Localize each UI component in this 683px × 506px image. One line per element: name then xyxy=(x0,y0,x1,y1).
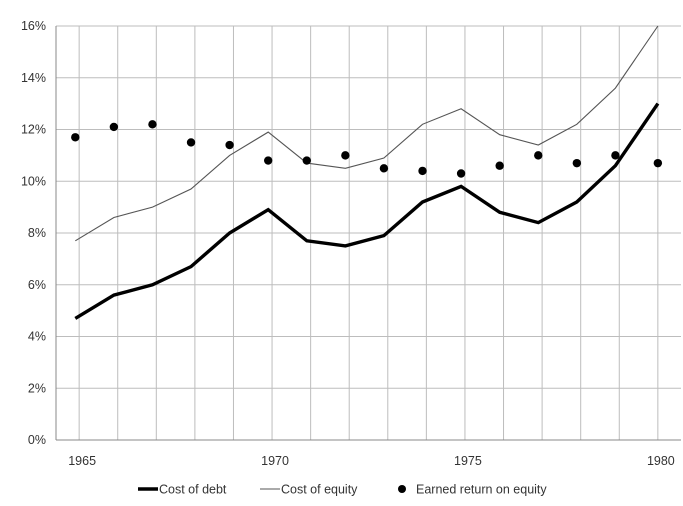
y-tick-label: 10% xyxy=(21,174,46,188)
x-axis-ticks: 1965 1970 1975 1980 xyxy=(68,454,675,468)
axes xyxy=(55,26,681,441)
series-earned-return-on-equity xyxy=(71,120,663,178)
x-tick-label: 1980 xyxy=(647,454,675,468)
data-point xyxy=(418,166,427,176)
data-point xyxy=(186,138,196,147)
data-point xyxy=(225,140,234,150)
y-tick-label: 14% xyxy=(21,71,46,85)
x-tick-label: 1965 xyxy=(68,454,96,468)
data-point xyxy=(341,151,350,160)
legend-label: Cost of debt xyxy=(159,483,227,497)
data-point xyxy=(71,133,80,142)
data-point xyxy=(611,151,620,160)
series-cost-of-equity xyxy=(75,25,659,242)
data-point xyxy=(495,161,504,170)
data-point xyxy=(302,156,311,165)
x-tick-label: 1975 xyxy=(454,454,482,468)
legend-item: Cost of debt xyxy=(138,483,227,497)
series-layer xyxy=(71,25,663,320)
y-tick-label: 16% xyxy=(21,19,46,33)
data-point xyxy=(456,169,466,178)
series-line xyxy=(75,25,659,242)
data-point xyxy=(148,120,157,129)
legend-item: Cost of equity xyxy=(260,483,358,497)
data-point xyxy=(109,122,119,132)
data-point xyxy=(379,164,389,173)
legend: Cost of debt Cost of equity Earned return … xyxy=(138,483,547,497)
series-line xyxy=(74,102,660,320)
legend-item: Earned return on equity xyxy=(398,483,547,497)
data-point xyxy=(653,158,663,168)
y-tick-label: 6% xyxy=(28,278,46,292)
y-tick-label: 2% xyxy=(28,381,46,395)
y-tick-label: 8% xyxy=(28,226,46,240)
legend-swatch xyxy=(398,485,406,493)
y-tick-label: 12% xyxy=(21,123,46,137)
series-cost-of-debt xyxy=(74,102,660,320)
data-point xyxy=(572,158,582,168)
data-point xyxy=(534,151,543,160)
legend-label: Earned return on equity xyxy=(416,483,547,497)
legend-label: Cost of equity xyxy=(281,483,358,497)
y-tick-label: 0% xyxy=(28,433,46,447)
y-axis-ticks: 0% 2% 4% 6% 8% 10% 12% 14% 16% xyxy=(21,19,46,447)
data-point xyxy=(263,156,273,165)
x-tick-label: 1970 xyxy=(261,454,289,468)
y-tick-label: 4% xyxy=(28,330,46,344)
grid xyxy=(56,25,681,441)
